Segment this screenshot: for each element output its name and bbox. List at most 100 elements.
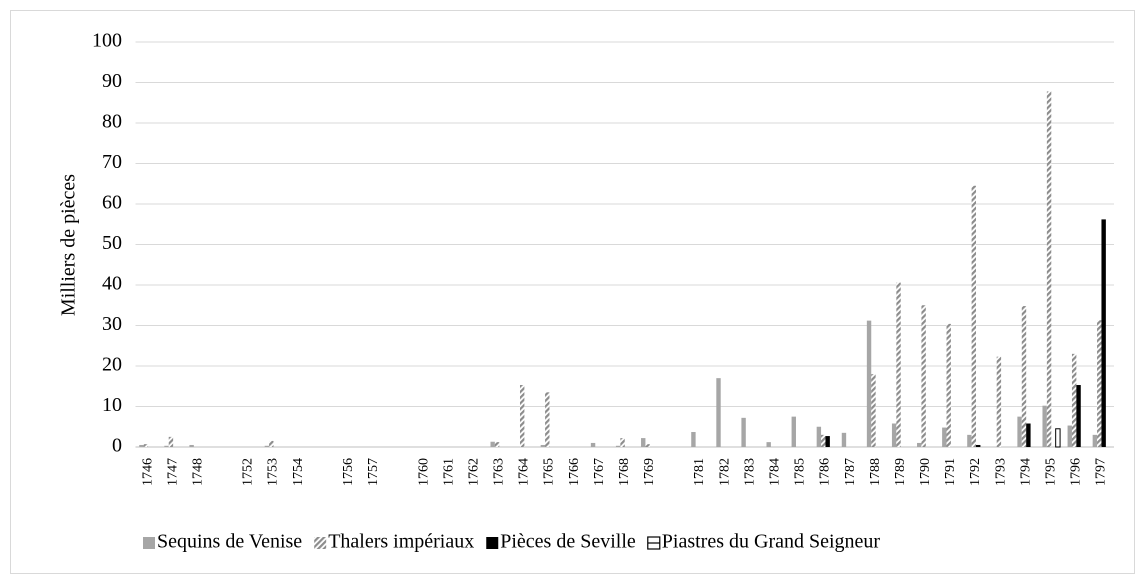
- y-tick-label: 10: [102, 394, 122, 416]
- bar: [168, 436, 174, 447]
- x-tick-label: 1756: [341, 458, 356, 486]
- x-tick-label: 1797: [1094, 458, 1109, 486]
- bar: [1021, 306, 1027, 447]
- bar: [896, 282, 901, 447]
- bar: [691, 432, 696, 447]
- bar: [269, 440, 274, 447]
- bar: [540, 444, 546, 447]
- x-tick-label: 1794: [1018, 458, 1033, 486]
- legend-swatch: [143, 537, 155, 549]
- x-tick-label: 1765: [542, 458, 557, 486]
- x-tick-label: 1748: [190, 458, 205, 486]
- bar: [741, 417, 746, 447]
- bar: [1067, 425, 1072, 447]
- bar: [791, 416, 796, 447]
- y-tick-label: 50: [102, 232, 122, 254]
- bar: [519, 385, 525, 447]
- x-tick-label: 1752: [241, 458, 256, 486]
- x-tick-label: 1747: [165, 458, 180, 486]
- bar: [590, 442, 596, 447]
- bar: [816, 426, 822, 447]
- y-tick-label: 30: [102, 313, 122, 335]
- x-tick-label: 1792: [968, 458, 983, 486]
- x-tick-label: 1796: [1069, 458, 1084, 486]
- legend-label: Piastres du Grand Seigneur: [662, 531, 881, 553]
- bar: [1055, 428, 1061, 448]
- x-tick-label: 1764: [517, 458, 532, 486]
- y-tick-label: 60: [102, 192, 122, 214]
- bar: [825, 436, 830, 447]
- bar: [821, 434, 826, 447]
- bar: [946, 323, 951, 447]
- x-tick-label: 1781: [692, 458, 707, 486]
- x-tick-label: 1761: [441, 458, 456, 486]
- y-tick-label: 90: [102, 70, 122, 92]
- bar: [1097, 320, 1102, 447]
- bar: [620, 438, 625, 447]
- bar: [971, 185, 977, 447]
- bar: [1101, 219, 1106, 447]
- x-tick-label: 1754: [291, 458, 306, 486]
- y-tick-label: 20: [102, 354, 122, 376]
- bar: [891, 423, 897, 447]
- x-tick-label: 1791: [943, 458, 958, 486]
- x-tick-label: 1790: [918, 458, 933, 486]
- x-tick-label: 1788: [868, 458, 883, 486]
- x-tick-label: 1783: [742, 458, 757, 486]
- x-tick-label: 1762: [466, 458, 481, 486]
- bar: [996, 356, 1002, 447]
- bar: [1092, 434, 1098, 447]
- x-tick-label: 1784: [768, 458, 783, 486]
- bar: [1042, 405, 1047, 447]
- bar: [615, 445, 621, 447]
- bar: [545, 392, 550, 447]
- legend-label: Thalers impériaux: [328, 531, 474, 553]
- bar: [139, 444, 144, 447]
- legend-swatch: [486, 537, 499, 549]
- bar: [716, 378, 721, 447]
- x-tick-label: 1795: [1043, 458, 1058, 486]
- y-tick-label: 100: [92, 30, 122, 52]
- bar: [967, 434, 972, 447]
- bar: [189, 444, 194, 447]
- x-tick-label: 1789: [893, 458, 908, 486]
- bar: [917, 442, 922, 447]
- bar: [976, 444, 981, 447]
- bar: [494, 442, 500, 447]
- x-tick-label: 1767: [592, 458, 607, 486]
- x-tick-label: 1746: [140, 458, 155, 486]
- bar: [841, 432, 847, 447]
- bar: [871, 374, 876, 447]
- bar: [1076, 385, 1081, 447]
- bar: [641, 438, 646, 447]
- x-tick-label: 1769: [642, 458, 657, 486]
- y-tick-label: 80: [102, 111, 122, 133]
- legend-label: Sequins de Venise: [157, 531, 302, 553]
- x-tick-label: 1760: [416, 458, 431, 486]
- bar: [942, 427, 947, 447]
- x-tick-label: 1793: [993, 458, 1008, 486]
- bar: [490, 441, 495, 447]
- bar: [645, 444, 650, 447]
- bar: [1017, 416, 1022, 447]
- x-tick-label: 1787: [843, 458, 858, 486]
- x-tick-label: 1768: [617, 458, 632, 486]
- bar: [164, 445, 169, 447]
- x-tick-label: 1785: [793, 458, 808, 486]
- bar: [1071, 353, 1077, 447]
- legend-swatch: [314, 537, 327, 549]
- y-axis-label: Milliers de pièces: [58, 174, 80, 316]
- chart-frame: [10, 10, 1135, 574]
- x-tick-label: 1753: [266, 458, 281, 486]
- x-tick-label: 1786: [818, 458, 833, 486]
- y-tick-label: 70: [102, 151, 122, 173]
- x-tick-label: 1763: [492, 458, 507, 486]
- bar: [264, 445, 270, 447]
- legend-label: Pièces de Seville: [500, 531, 636, 553]
- bar: [921, 305, 926, 447]
- y-tick-label: 0: [112, 435, 122, 457]
- bar: [1046, 91, 1052, 447]
- y-tick-label: 40: [102, 273, 122, 295]
- bar: [866, 320, 872, 447]
